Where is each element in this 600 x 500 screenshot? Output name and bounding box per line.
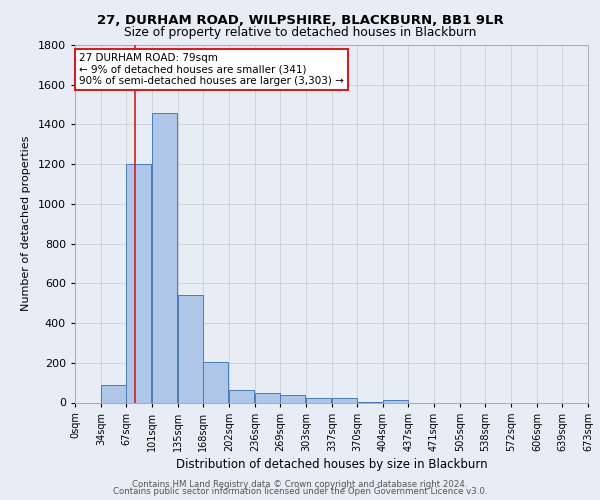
Bar: [178, 295, 203, 403]
Text: 27, DURHAM ROAD, WILPSHIRE, BLACKBURN, BB1 9LR: 27, DURHAM ROAD, WILPSHIRE, BLACKBURN, B…: [97, 14, 503, 27]
Text: 27 DURHAM ROAD: 79sqm
← 9% of detached houses are smaller (341)
90% of semi-deta: 27 DURHAM ROAD: 79sqm ← 9% of detached h…: [79, 53, 344, 86]
Y-axis label: Number of detached properties: Number of detached properties: [21, 136, 31, 312]
Bar: [255, 392, 280, 402]
Bar: [203, 362, 228, 403]
Bar: [332, 398, 357, 402]
Bar: [280, 394, 305, 402]
Bar: [126, 164, 151, 402]
Bar: [383, 400, 408, 402]
Text: Size of property relative to detached houses in Blackburn: Size of property relative to detached ho…: [124, 26, 476, 39]
Text: Contains public sector information licensed under the Open Government Licence v3: Contains public sector information licen…: [113, 487, 487, 496]
X-axis label: Distribution of detached houses by size in Blackburn: Distribution of detached houses by size …: [176, 458, 487, 471]
Bar: [101, 384, 126, 402]
Bar: [306, 398, 331, 402]
Bar: [229, 390, 254, 402]
Bar: [152, 112, 177, 403]
Text: Contains HM Land Registry data © Crown copyright and database right 2024.: Contains HM Land Registry data © Crown c…: [132, 480, 468, 489]
